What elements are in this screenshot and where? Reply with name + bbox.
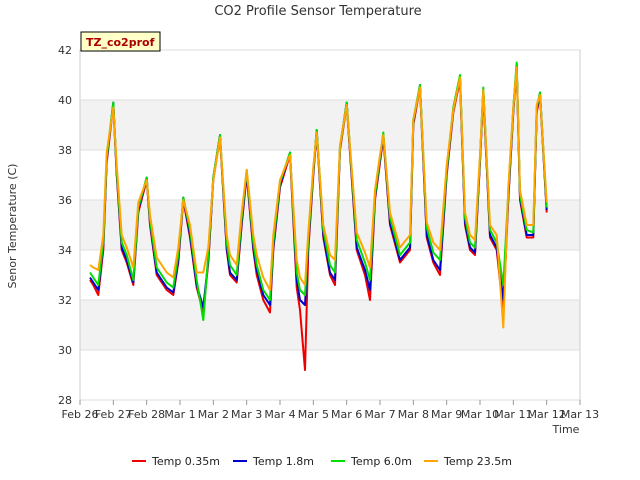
legend-label: Temp 23.5m <box>443 455 512 468</box>
x-tick-label: Mar 13 <box>561 408 599 421</box>
x-tick-label: Mar 11 <box>494 408 532 421</box>
series-lines <box>89 61 548 371</box>
chart-title: CO2 Profile Sensor Temperature <box>214 4 421 19</box>
x-tick-label: Mar 5 <box>298 408 329 421</box>
y-axis-label: Senor Temperature (C) <box>6 164 19 289</box>
grid-bands <box>80 50 580 400</box>
y-tick-label: 38 <box>58 144 72 157</box>
x-tick-label: Mar 2 <box>198 408 229 421</box>
annotation-box: TZ_co2prof <box>80 31 161 52</box>
grid-band <box>80 150 580 200</box>
grid-band <box>80 300 580 350</box>
x-tick-label: Feb 27 <box>95 408 132 421</box>
x-tick-label: Mar 3 <box>231 408 262 421</box>
x-tick-label: Mar 6 <box>331 408 362 421</box>
series-line-3 <box>89 66 548 329</box>
y-tick-label: 36 <box>58 194 72 207</box>
x-tick-label: Mar 4 <box>264 408 295 421</box>
y-tick-label: 28 <box>58 394 72 407</box>
x-tick-label: Mar 7 <box>364 408 395 421</box>
legend: Temp 0.35m Temp 1.8m Temp 6.0m Temp 23.5m <box>132 455 512 468</box>
x-tick-label: Mar 12 <box>528 408 566 421</box>
x-tick-label: Mar 9 <box>431 408 462 421</box>
legend-label: Temp 6.0m <box>350 455 412 468</box>
x-tick-label: Feb 26 <box>62 408 99 421</box>
legend-label: Temp 0.35m <box>151 455 220 468</box>
x-tick-label: Mar 1 <box>164 408 195 421</box>
x-tick-label: Feb 28 <box>128 408 165 421</box>
x-axis-label: Time <box>552 423 580 436</box>
annotation-label: TZ_co2prof <box>86 36 155 49</box>
y-tick-label: 30 <box>58 344 72 357</box>
x-tick-label: Mar 8 <box>398 408 429 421</box>
legend-label: Temp 1.8m <box>252 455 314 468</box>
y-tick-label: 40 <box>58 94 72 107</box>
x-tick-label: Mar 10 <box>461 408 499 421</box>
grid-band <box>80 100 580 150</box>
grid-band <box>80 50 580 100</box>
y-axis-ticks: 28 30 32 34 36 38 40 42 <box>58 44 580 407</box>
grid-band <box>80 350 580 400</box>
y-tick-label: 42 <box>58 44 72 57</box>
y-tick-label: 32 <box>58 294 72 307</box>
y-tick-label: 34 <box>58 244 72 257</box>
